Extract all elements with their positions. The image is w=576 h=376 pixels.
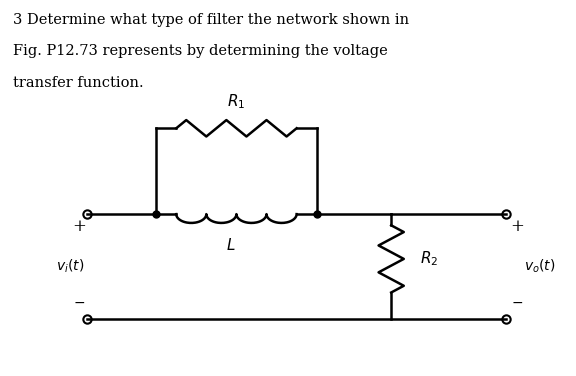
Text: 3 Determine what type of filter the network shown in: 3 Determine what type of filter the netw… [13,12,409,27]
Text: $v_o(t)$: $v_o(t)$ [524,258,556,275]
Text: $-$: $-$ [73,294,85,309]
Text: $R_1$: $R_1$ [228,93,245,112]
Text: $v_i(t)$: $v_i(t)$ [56,258,84,275]
Text: $R_2$: $R_2$ [420,250,438,268]
Text: transfer function.: transfer function. [13,76,143,90]
Text: +: + [72,218,86,235]
Text: $-$: $-$ [511,294,524,309]
Text: $L$: $L$ [226,237,236,253]
Text: Fig. P12.73 represents by determining the voltage: Fig. P12.73 represents by determining th… [13,44,388,58]
Text: +: + [510,218,524,235]
